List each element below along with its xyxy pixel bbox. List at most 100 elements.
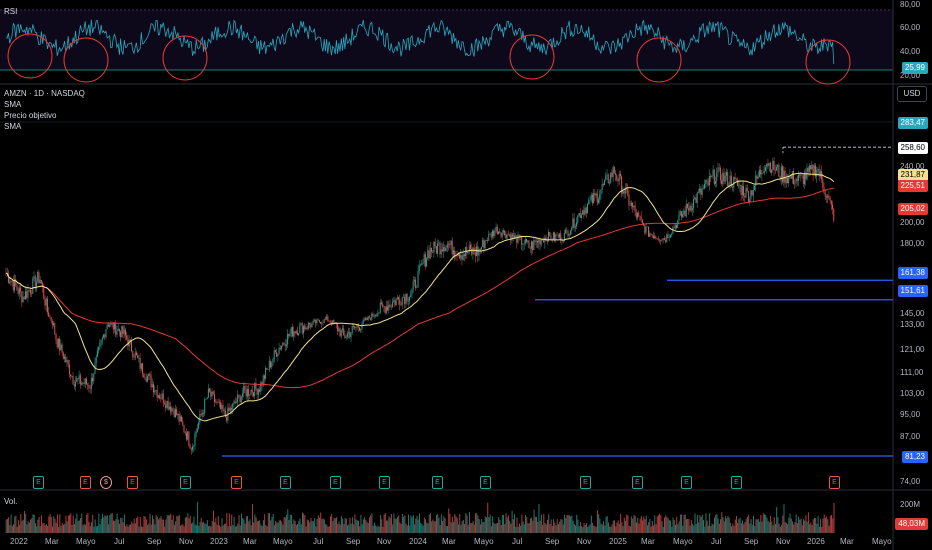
earnings-event-marker[interactable]: E xyxy=(731,476,742,489)
earnings-event-marker[interactable]: E xyxy=(432,476,443,489)
candle-body xyxy=(287,333,289,345)
candle-body xyxy=(123,329,125,335)
volume-bar xyxy=(599,518,601,533)
volume-bar xyxy=(762,513,764,533)
price-tick-111: 111,00 xyxy=(900,368,924,377)
candle-body xyxy=(652,235,654,238)
split-event-marker[interactable]: $ xyxy=(100,476,112,489)
volume-bar xyxy=(729,522,731,533)
indicator-sma-1[interactable]: SMA xyxy=(4,100,22,109)
volume-bar xyxy=(573,524,575,533)
candle-body xyxy=(202,413,204,414)
candle-body xyxy=(402,297,404,299)
volume-bar xyxy=(696,514,698,533)
volume-bar xyxy=(33,514,35,533)
volume-bar xyxy=(621,522,623,533)
earnings-event-marker[interactable]: E xyxy=(632,476,643,489)
candle-body xyxy=(661,239,663,241)
volume-bar xyxy=(343,524,345,533)
earnings-event-marker[interactable]: E xyxy=(480,476,491,489)
volume-bar xyxy=(153,519,155,533)
earnings-event-marker[interactable]: E xyxy=(280,476,291,489)
level-151-pill[interactable]: 151,61 xyxy=(897,285,928,297)
candle-body xyxy=(383,306,385,307)
candle-body xyxy=(461,255,463,260)
volume-bar xyxy=(564,514,566,533)
volume-bar xyxy=(104,515,106,533)
earnings-event-marker[interactable]: E xyxy=(681,476,692,489)
volume-bar xyxy=(180,525,182,533)
level-161-pill[interactable]: 161,38 xyxy=(897,267,928,279)
xtick-sep-25: Sep xyxy=(744,537,759,546)
volume-bar xyxy=(555,525,557,533)
candle-body xyxy=(400,304,402,306)
volume-bar xyxy=(67,515,69,533)
earnings-event-marker[interactable]: E xyxy=(180,476,191,489)
volume-bar xyxy=(801,525,803,533)
earnings-event-marker[interactable]: E xyxy=(379,476,390,489)
candle-body xyxy=(561,240,563,241)
volume-bar xyxy=(743,524,745,533)
volume-bar xyxy=(833,503,835,533)
candle-body xyxy=(713,169,715,184)
volume-bar xyxy=(251,504,253,533)
volume-bar xyxy=(798,516,800,533)
volume-bar xyxy=(82,525,84,533)
candle-body xyxy=(452,250,454,255)
candle-body xyxy=(204,399,206,414)
currency-button[interactable]: USD xyxy=(897,86,927,102)
candle-body xyxy=(310,324,312,328)
earnings-event-marker[interactable]: E xyxy=(127,476,138,489)
xtick-2023: 2023 xyxy=(210,537,228,546)
volume-bar xyxy=(831,514,833,533)
volume-bar xyxy=(518,523,520,533)
candle-body xyxy=(401,297,403,306)
candle-body xyxy=(482,239,484,247)
candle-body xyxy=(196,428,198,432)
indicator-sma-2[interactable]: SMA xyxy=(4,122,22,131)
volume-bar xyxy=(188,518,190,533)
volume-bar xyxy=(103,517,105,533)
earnings-event-marker[interactable]: E xyxy=(580,476,591,489)
earnings-event-marker[interactable]: E xyxy=(80,476,91,489)
volume-bar xyxy=(738,519,740,533)
volume-bar xyxy=(572,520,574,533)
symbol-line[interactable]: AMZN · 1D · NASDAQ xyxy=(4,89,85,98)
candle-body xyxy=(217,401,219,403)
volume-bar xyxy=(106,515,108,533)
volume-bar xyxy=(763,514,765,533)
volume-bar xyxy=(401,514,403,533)
volume-bar xyxy=(362,519,364,533)
volume-bar xyxy=(344,517,346,533)
candle-body xyxy=(725,172,727,176)
volume-bar xyxy=(187,513,189,533)
candle-body xyxy=(266,367,268,370)
level-81-pill[interactable]: 81,23 xyxy=(901,451,928,463)
candle-body xyxy=(528,240,530,248)
candle-body xyxy=(407,300,409,302)
candle-body xyxy=(374,315,376,317)
earnings-event-marker[interactable]: E xyxy=(330,476,341,489)
candle-body xyxy=(33,276,35,279)
earnings-event-marker[interactable]: E xyxy=(231,476,242,489)
xtick-nov-23: Nov xyxy=(377,537,392,546)
indicator-target[interactable]: Precio objetivo xyxy=(4,111,57,120)
volume-bar xyxy=(315,526,317,533)
volume-bar xyxy=(770,515,772,533)
volume-bar xyxy=(606,516,608,533)
earnings-event-marker[interactable]: E xyxy=(829,476,840,489)
candle-body xyxy=(132,351,134,357)
volume-bar xyxy=(120,517,122,533)
candle-body xyxy=(346,333,348,338)
candle-body xyxy=(811,164,813,170)
volume-bar xyxy=(718,523,720,533)
volume-bar xyxy=(571,515,573,533)
volume-bar xyxy=(538,504,540,533)
earnings-event-marker[interactable]: E xyxy=(33,476,44,489)
volume-bar xyxy=(827,519,829,533)
volume-bar xyxy=(148,523,150,533)
volume-bar xyxy=(442,521,444,533)
candle-body xyxy=(340,330,342,337)
candle-body xyxy=(605,175,607,181)
